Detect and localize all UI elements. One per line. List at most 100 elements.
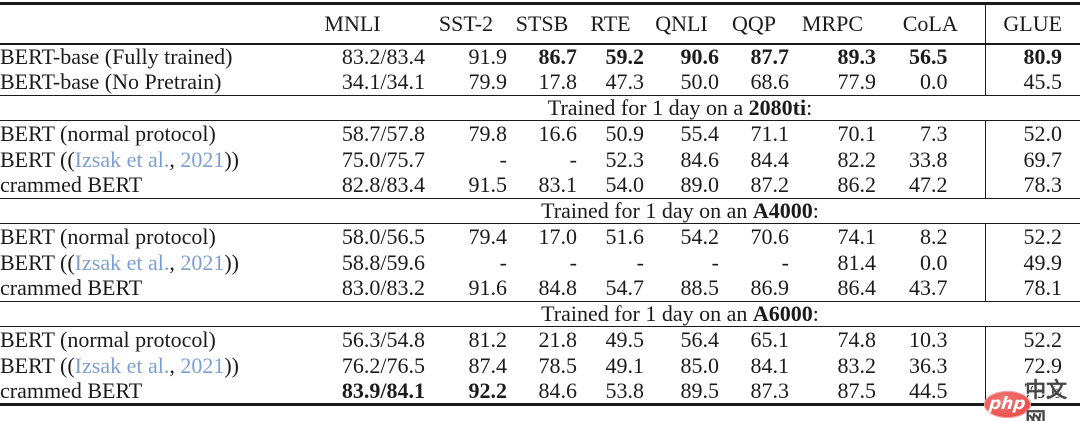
cell-qqp: 87.3 [750, 377, 790, 403]
cell-rte: 54.7 [605, 275, 645, 301]
cell-rte: 59.2 [605, 44, 645, 69]
cell-glue: 45.5 [984, 69, 1080, 96]
row-label-column-header [0, 4, 280, 44]
cell-qnli: 84.6 [680, 146, 720, 172]
section-header: Trained for 1 day on a 2080ti: [280, 96, 1080, 121]
section-header-device: A4000 [752, 198, 813, 223]
cell-qqp: 68.6 [750, 69, 790, 95]
table-row: BERT (normal protocol) 58.7/57.8 79.8 16.6 5… [0, 120, 1080, 147]
section-header-text: Trained for 1 day on a [547, 95, 749, 120]
cell-mnli: 83.2/83.4 [341, 44, 425, 69]
cell-rte: 54.0 [605, 172, 645, 198]
cell-qqp: 84.1 [750, 352, 790, 378]
row-label: BERT ((Izsak et al., 2021)) [0, 147, 280, 173]
cell-glue: 49.9 [984, 249, 1080, 276]
cell-qnli: 90.6 [680, 44, 720, 69]
row-label: BERT-base (No Pretrain) [0, 69, 222, 95]
section-header-text: Trained for 1 day on an [541, 198, 753, 223]
cell-sst-2: 91.5 [468, 172, 508, 198]
row-label: BERT (normal protocol) [0, 120, 216, 146]
table-row: BERT-base (No Pretrain) 34.1/34.1 79.9 17.8… [0, 69, 1080, 96]
column-header-qqp: QQP [731, 10, 776, 36]
cell-sst-2: 91.9 [468, 44, 508, 69]
citation-link[interactable]: Izsak et al. [74, 249, 170, 275]
cell-stsb: - [569, 249, 577, 275]
cell-stsb: 86.7 [538, 44, 578, 69]
cell-qqp: - [781, 249, 789, 275]
section-header-suffix: : [806, 95, 813, 120]
table-row: crammed BERT 83.0/83.2 91.6 84.8 54.7 88.5 86.… [0, 275, 1080, 302]
cell-stsb: 84.6 [538, 377, 578, 403]
cell-mnli: 58.7/57.8 [341, 120, 425, 146]
cell-mrpc: 81.4 [837, 249, 877, 275]
cell-glue: 80.9 [984, 43, 1080, 70]
citation-link[interactable]: Izsak et al. [74, 146, 170, 172]
cell-glue: 52.2 [984, 223, 1080, 250]
cell-stsb: 21.8 [538, 326, 578, 352]
cell-mnli: 34.1/34.1 [341, 69, 425, 95]
cell-mnli: 83.0/83.2 [341, 275, 425, 301]
cell-stsb: 17.8 [538, 69, 578, 95]
row-label: BERT ((Izsak et al., 2021)) [0, 250, 280, 276]
cell-cola: 56.5 [909, 44, 948, 69]
citation-link[interactable]: 2021 [180, 146, 225, 172]
cell-mrpc: 77.9 [837, 69, 877, 95]
cell-sst-2: 91.6 [468, 275, 508, 301]
table-body: BERT-base (Fully trained) 83.2/83.4 91.9 86… [0, 43, 1080, 405]
row-label: crammed BERT [0, 172, 143, 198]
cell-qqp: 84.4 [750, 146, 790, 172]
cell-qnli: 88.5 [680, 275, 720, 301]
section-header: Trained for 1 day on an A6000: [280, 302, 1080, 327]
section-header-device: 2080ti [748, 95, 807, 120]
table-row: BERT ((Izsak et al., 2021)) 58.8/59.6 - - - -… [0, 249, 1080, 276]
table-row: BERT ((Izsak et al., 2021)) 76.2/76.5 87.4… [0, 352, 1080, 379]
cell-qnli: 85.0 [680, 352, 720, 378]
row-label-text: )) [224, 146, 239, 172]
column-header-qnli: QNLI [655, 10, 708, 36]
cell-sst-2: 87.4 [468, 352, 508, 378]
cell-qnli: 89.5 [680, 377, 720, 403]
cell-cola: 0.0 [920, 249, 948, 275]
cell-qqp: 87.7 [750, 44, 790, 69]
row-label-text: BERT (( [0, 352, 75, 378]
section-header-suffix: : [812, 198, 819, 223]
cell-qqp: 70.6 [750, 223, 790, 249]
cell-mnli: 56.3/54.8 [341, 326, 425, 352]
cell-rte: 50.9 [605, 120, 645, 146]
cell-mnli: 82.8/83.4 [341, 172, 425, 198]
row-label: BERT (normal protocol) [0, 223, 216, 249]
section-header-row: Trained for 1 day on an A4000: [0, 198, 1080, 224]
section-header-suffix: : [812, 301, 819, 326]
cell-qqp: 87.2 [750, 172, 790, 198]
row-label-text: )) [224, 352, 239, 378]
cell-sst-2: - [499, 249, 507, 275]
citation-link[interactable]: Izsak et al. [74, 352, 170, 378]
section-header-spacer [0, 96, 280, 121]
section-header-row: Trained for 1 day on an A6000: [0, 301, 1080, 327]
citation-link[interactable]: 2021 [180, 352, 225, 378]
row-label-text: BERT (( [0, 146, 75, 172]
row-label-text: , [169, 146, 181, 172]
cell-mrpc: 89.3 [837, 44, 877, 69]
cell-cola: 43.7 [909, 275, 948, 301]
column-header-sst-2: SST-2 [438, 10, 494, 36]
cell-glue: 78.1 [984, 275, 1080, 302]
cell-mnli: 75.0/75.7 [341, 146, 425, 172]
cell-rte: 49.1 [605, 352, 645, 378]
section-header-spacer [0, 302, 280, 327]
table-row: crammed BERT 82.8/83.4 91.5 83.1 54.0 89.0 87.… [0, 172, 1080, 199]
table-row: BERT ((Izsak et al., 2021)) 75.0/75.7 - - 52… [0, 146, 1080, 173]
cell-rte: 47.3 [605, 69, 645, 95]
citation-link[interactable]: 2021 [180, 249, 225, 275]
cell-mrpc: 83.2 [837, 352, 877, 378]
section-header-text: Trained for 1 day on an [541, 301, 753, 326]
cell-sst-2: 79.8 [468, 120, 508, 146]
cell-qnli: 89.0 [680, 172, 720, 198]
cell-stsb: 78.5 [538, 352, 578, 378]
column-header-mnli: MNLI [324, 10, 381, 36]
cell-stsb: 83.1 [538, 172, 578, 198]
row-label-text: BERT (( [0, 249, 75, 275]
section-header-row: Trained for 1 day on a 2080ti: [0, 95, 1080, 121]
cell-glue: 52.0 [984, 120, 1080, 147]
cell-mrpc: 87.5 [837, 377, 877, 403]
